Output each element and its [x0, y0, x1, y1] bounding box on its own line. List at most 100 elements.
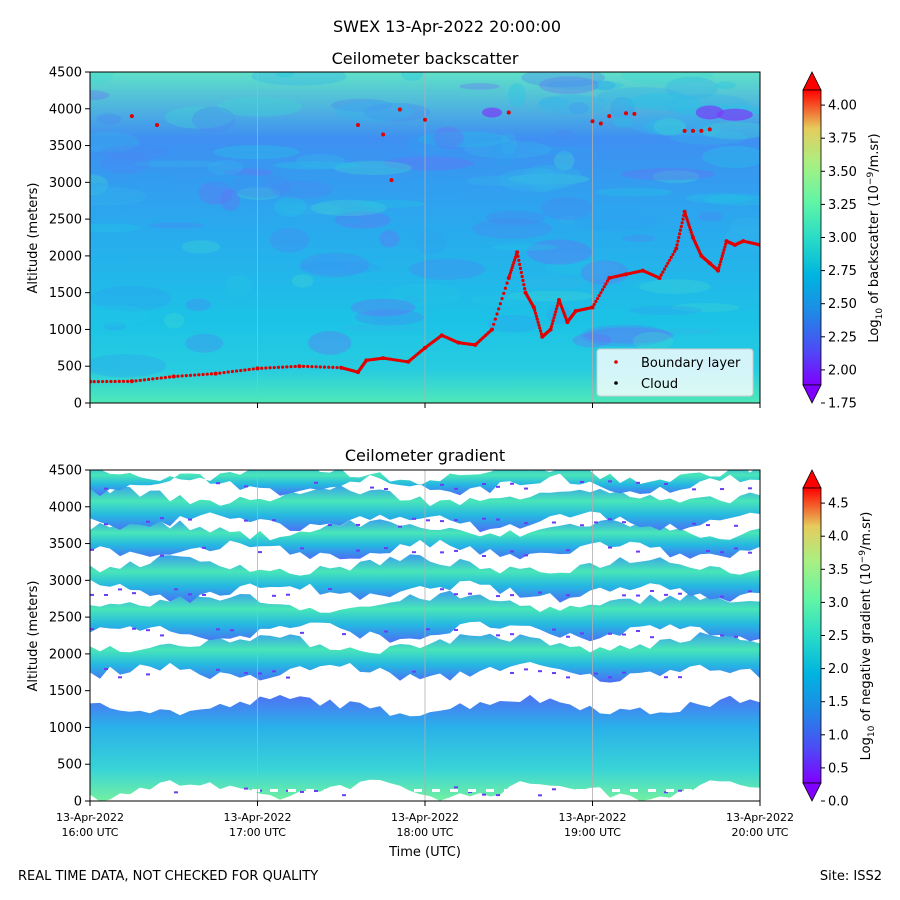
gradient-ytick-label: 1000 — [49, 721, 82, 736]
boundary-layer-point — [301, 364, 306, 368]
boundary-layer-point — [281, 365, 285, 369]
boundary-layer-point — [552, 316, 556, 320]
boundary-layer-point — [113, 379, 117, 384]
boundary-layer-point — [671, 252, 675, 257]
xtick-time-label: 16:00 UTC — [61, 826, 118, 839]
boundary-layer-point — [508, 271, 513, 275]
boundary-layer-point — [513, 255, 518, 259]
boundary-layer-point — [234, 369, 239, 373]
boundary-layer-point — [243, 368, 247, 372]
gradient-ylabel: Altitude (meters) — [26, 581, 41, 692]
boundary-layer-point — [495, 312, 499, 316]
boundary-layer-point — [535, 317, 539, 321]
boundary-layer-point — [96, 379, 100, 384]
gradient-colorbar-tick: 0.5 — [828, 761, 849, 776]
backscatter-ytick-label: 1500 — [49, 286, 82, 301]
boundary-layer-point — [272, 365, 276, 370]
boundary-layer-point — [503, 286, 507, 290]
boundary-layer-point — [717, 266, 721, 270]
boundary-layer-point — [155, 376, 159, 381]
boundary-layer-point — [518, 262, 522, 266]
backscatter-colorbar-tick: 3.25 — [828, 198, 857, 213]
boundary-layer-point — [109, 379, 113, 384]
boundary-layer-point — [512, 260, 516, 265]
boundary-layer-point — [676, 239, 680, 243]
boundary-layer-point — [515, 250, 520, 255]
boundary-layer-point — [505, 281, 509, 285]
boundary-layer-point — [276, 365, 281, 369]
xtick-date-label: 13-Apr-2022 — [726, 811, 794, 824]
boundary-layer-point — [205, 372, 209, 376]
boundary-layer-point — [490, 327, 494, 332]
boundary-layer-point — [680, 221, 684, 225]
backscatter-ytick-label: 3000 — [49, 176, 82, 191]
boundary-layer-point — [534, 314, 538, 318]
gradient-colorbar-tick: 4.0 — [828, 530, 849, 545]
gradient-ytick-label: 2500 — [49, 611, 82, 626]
boundary-layer-point — [239, 368, 243, 373]
backscatter-colorbar-label: Log10 of backscatter (10−9/m.sr) — [866, 133, 885, 342]
boundary-layer-point — [551, 319, 555, 323]
legend-label-boundary-layer: Boundary layer — [641, 356, 741, 371]
gradient-colorbar-tick: 4.5 — [828, 497, 849, 512]
boundary-layer-point — [549, 324, 554, 329]
boundary-layer-point — [151, 377, 155, 381]
xtick-date-label: 13-Apr-2022 — [391, 811, 459, 824]
boundary-layer-point — [142, 378, 147, 382]
boundary-layer-point — [595, 296, 600, 301]
boundary-layer-point — [597, 294, 601, 298]
boundary-layer-point — [167, 375, 172, 379]
boundary-layer-point — [683, 212, 688, 216]
boundary-layer-point — [672, 249, 677, 254]
boundary-layer-point — [594, 299, 598, 304]
boundary-layer-point — [661, 270, 665, 274]
backscatter-ytick-label: 500 — [57, 360, 82, 375]
boundary-layer-point — [314, 365, 318, 369]
boundary-layer-point — [381, 356, 386, 361]
boundary-layer-point — [684, 215, 688, 219]
boundary-layer-point — [533, 308, 537, 312]
backscatter-ytick-label: 3500 — [49, 139, 82, 154]
gradient-ytick-label: 2000 — [49, 647, 82, 662]
boundary-layer-point — [510, 266, 514, 270]
boundary-layer-point — [674, 246, 679, 251]
gradient-colorbar-tick: 1.5 — [828, 695, 849, 710]
boundary-layer-point — [381, 132, 386, 137]
gradient-panel: 0 500 1000 1500 2000 2500 3000 3500 4000 4500 13-… — [26, 464, 794, 861]
boundary-layer-point — [699, 128, 704, 133]
gradient-colorbar-tick: 1.0 — [828, 728, 849, 743]
boundary-layer-point — [598, 121, 603, 126]
boundary-layer-point — [492, 322, 496, 326]
gradient-colorbar-tick: 0.0 — [828, 795, 849, 810]
legend-marker-cloud — [614, 381, 618, 385]
boundary-layer-point — [667, 258, 672, 262]
boundary-layer-point — [268, 366, 272, 370]
boundary-layer-point — [716, 268, 721, 273]
boundary-layer-point — [226, 370, 230, 374]
boundary-layer-point — [678, 232, 682, 236]
boundary-layer-point — [632, 111, 637, 116]
gradient-xlabel: Time (UTC) — [388, 845, 461, 860]
boundary-layer-point — [659, 273, 663, 277]
gradient-colorbar-label: Log10 of negative gradient (10−9/m.sr) — [858, 512, 877, 761]
boundary-layer-point — [679, 224, 683, 229]
boundary-layer-point — [394, 358, 398, 362]
backscatter-colorbar-tick: 2.75 — [828, 264, 857, 279]
backscatter-title: Ceilometer backscatter — [332, 49, 519, 68]
backscatter-ylabel: Altitude (meters) — [26, 183, 41, 294]
boundary-layer-point — [247, 367, 251, 372]
boundary-layer-point — [521, 278, 525, 283]
boundary-layer-point — [722, 248, 726, 252]
boundary-layer-point — [516, 254, 520, 258]
boundary-layer-point — [657, 275, 662, 280]
boundary-layer-point — [511, 263, 515, 267]
boundary-layer-point — [691, 128, 695, 133]
boundary-layer-point — [193, 373, 197, 377]
boundary-layer-point — [92, 380, 96, 384]
quality-disclaimer: REAL TIME DATA, NOT CHECKED FOR QUALITY — [18, 869, 319, 884]
boundary-layer-point — [592, 302, 596, 307]
boundary-layer-point — [293, 364, 297, 369]
boundary-layer-point — [310, 365, 314, 369]
gradient-ytick-label: 500 — [57, 758, 82, 773]
